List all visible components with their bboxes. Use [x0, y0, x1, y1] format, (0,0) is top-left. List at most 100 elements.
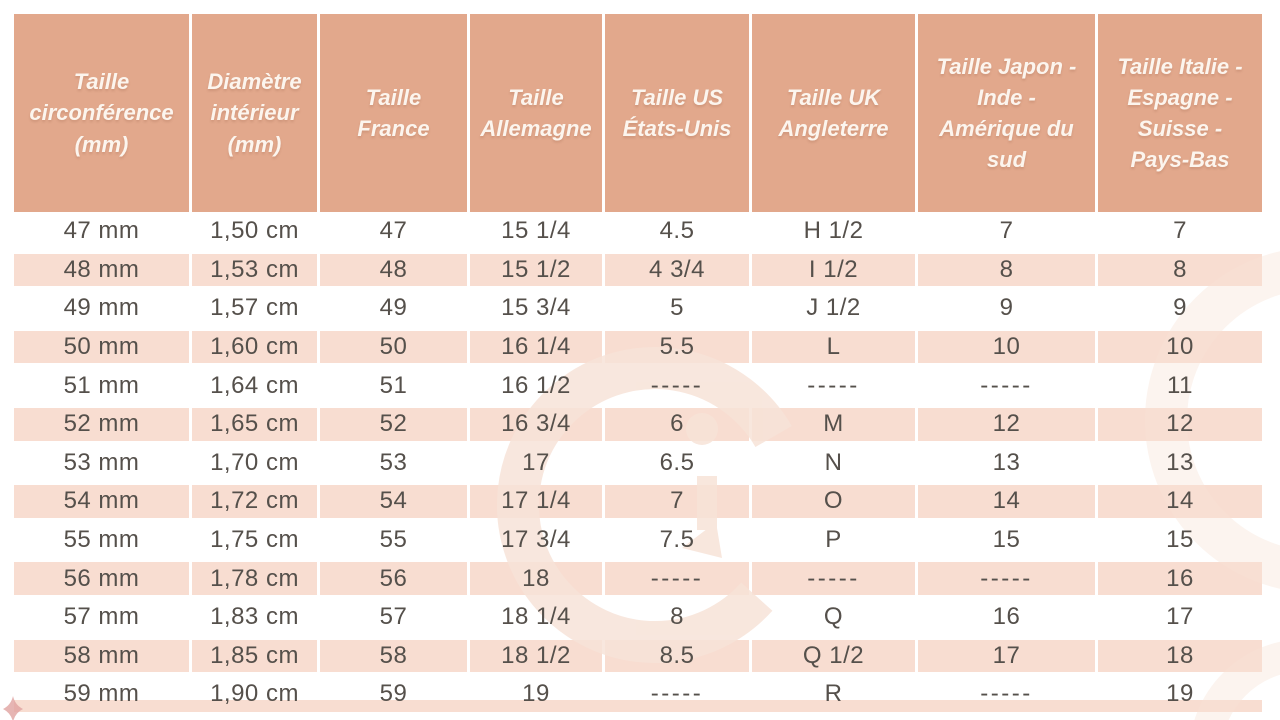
- cell-value: 47 mm: [63, 217, 140, 245]
- cell-value: M: [823, 410, 844, 438]
- column-header-label: Taille circonférence (mm): [29, 69, 174, 157]
- cell-value: 12: [1166, 410, 1194, 438]
- cell-value: 15 1/4: [501, 217, 571, 245]
- table-cell: 53: [320, 443, 470, 483]
- table-cell: 13: [918, 443, 1098, 483]
- table-cell: 12: [1098, 407, 1262, 441]
- cell-value: 1,78 cm: [210, 564, 299, 592]
- table-cell: 1,85 cm: [192, 639, 320, 673]
- table-cell: 1,70 cm: [192, 443, 320, 483]
- cell-value: 1,83 cm: [210, 603, 299, 631]
- table-cell: 48: [320, 253, 470, 287]
- cell-value: 4 3/4: [649, 255, 705, 283]
- table-cell: 5: [605, 289, 752, 328]
- cell-value: 1,70 cm: [210, 448, 299, 476]
- cell-value: 55: [379, 526, 408, 554]
- table-cell: 54: [320, 485, 470, 518]
- table-cell: Q 1/2: [752, 639, 918, 673]
- table-cell: 50: [320, 330, 470, 364]
- table-cell: 16 3/4: [470, 407, 605, 441]
- cell-value: 19: [522, 680, 550, 708]
- cell-value: 7: [999, 217, 1014, 245]
- table-cell: 49 mm: [14, 289, 192, 328]
- table-cell: -----: [605, 675, 752, 714]
- column-header: Taille circonférence (mm): [14, 14, 192, 212]
- cell-value: 13: [1166, 448, 1194, 476]
- table-row: 58 mm 1,85 cm 58 18 1/2 8.5 Q 1/2 17 18: [14, 636, 1262, 676]
- table-row: 47 mm 1,50 cm 47 15 1/4 4.5 H 1/2 7 7: [14, 212, 1262, 251]
- column-header-label: Taille US États-Unis: [622, 84, 732, 141]
- table-body: 47 mm 1,50 cm 47 15 1/4 4.5 H 1/2 7 7 48 mm 1,53 …: [14, 212, 1262, 714]
- table-cell: 55: [320, 520, 470, 560]
- cell-value: R: [824, 680, 843, 708]
- cell-value: 15 3/4: [501, 294, 571, 322]
- table-cell: 47 mm: [14, 212, 192, 251]
- cell-value: 17: [522, 448, 550, 476]
- cell-value: 1,53 cm: [210, 255, 299, 283]
- cell-value: 16 3/4: [501, 410, 571, 438]
- table-cell: 16: [1098, 562, 1262, 595]
- cell-value: 57 mm: [63, 603, 140, 631]
- cell-value: N: [824, 448, 843, 476]
- cell-value: 7: [670, 487, 684, 515]
- table-cell: -----: [605, 562, 752, 595]
- cell-value: Q: [823, 603, 844, 631]
- cell-value: 49: [379, 294, 408, 322]
- cell-value: 8.5: [659, 641, 695, 669]
- table-cell: 4.5: [605, 212, 752, 251]
- cell-value: 13: [992, 448, 1021, 476]
- table-cell: N: [752, 443, 918, 483]
- ring-size-table: Taille circonférence (mm) Diamètre intéri…: [14, 14, 1262, 714]
- cell-value: 1,64 cm: [210, 371, 299, 399]
- table-cell: 6: [605, 407, 752, 441]
- cell-value: 18 1/2: [501, 641, 571, 669]
- table-cell: 9: [918, 289, 1098, 328]
- column-header: Taille France: [320, 14, 470, 212]
- table-cell: -----: [605, 366, 752, 405]
- table-cell: 58 mm: [14, 639, 192, 673]
- table-cell: 7: [1098, 212, 1262, 251]
- column-header-label: Taille Allemagne: [480, 84, 592, 141]
- column-header: Taille Italie - Espagne - Suisse - Pays-…: [1098, 14, 1262, 212]
- table-cell: 10: [1098, 330, 1262, 364]
- cell-value: 1,60 cm: [210, 333, 299, 361]
- cell-value: 53 mm: [63, 448, 140, 476]
- cell-value: 14: [992, 487, 1021, 515]
- cell-value: -----: [650, 564, 704, 592]
- table-cell: 5.5: [605, 330, 752, 364]
- table-cell: 59: [320, 675, 470, 714]
- cell-value: I 1/2: [808, 255, 859, 283]
- table-cell: 14: [1098, 485, 1262, 518]
- cell-value: 1,50 cm: [210, 217, 299, 245]
- cell-value: 1,57 cm: [210, 294, 299, 322]
- cell-value: 58: [379, 641, 408, 669]
- table-cell: 1,72 cm: [192, 485, 320, 518]
- table-row: 57 mm 1,83 cm 57 18 1/4 8 Q 16 17: [14, 597, 1262, 637]
- cell-value: 17 1/4: [501, 487, 571, 515]
- cell-value: 6: [670, 410, 684, 438]
- table-row: 50 mm 1,60 cm 50 16 1/4 5.5 L 10 10: [14, 327, 1262, 367]
- cell-value: -----: [650, 680, 704, 708]
- table-cell: 10: [918, 330, 1098, 364]
- table-cell: 18: [470, 562, 605, 595]
- table-cell: 56 mm: [14, 562, 192, 595]
- table-cell: 56: [320, 562, 470, 595]
- table-cell: 19: [470, 675, 605, 714]
- table-cell: 18 1/2: [470, 639, 605, 673]
- cell-value: 16: [1166, 564, 1194, 592]
- cell-value: J 1/2: [806, 294, 861, 322]
- cell-value: 9: [999, 294, 1014, 322]
- column-header: Taille Allemagne: [470, 14, 605, 212]
- cell-value: 59: [379, 680, 408, 708]
- table-cell: 12: [918, 407, 1098, 441]
- cell-value: 55 mm: [63, 526, 140, 554]
- table-cell: 47: [320, 212, 470, 251]
- cell-value: 10: [1166, 333, 1194, 361]
- cell-value: 57: [379, 603, 408, 631]
- table-cell: 1,90 cm: [192, 675, 320, 714]
- cell-value: 49 mm: [63, 294, 140, 322]
- table-cell: 7.5: [605, 520, 752, 560]
- cell-value: 56: [379, 564, 408, 592]
- cell-value: P: [825, 526, 842, 554]
- cell-value: 12: [992, 410, 1021, 438]
